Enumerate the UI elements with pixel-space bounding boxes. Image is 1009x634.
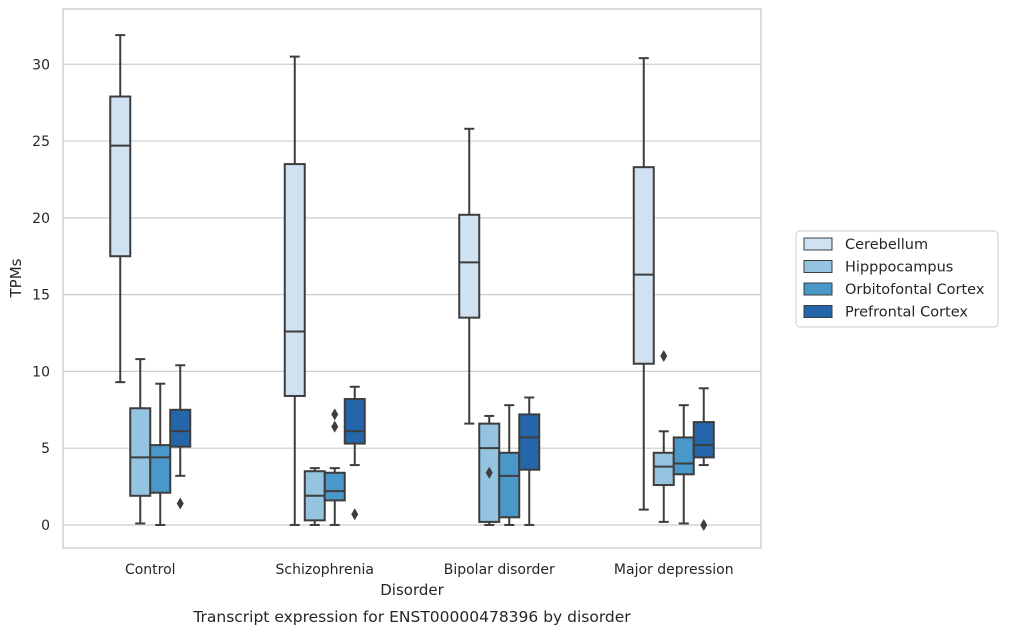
box-hipppocampus bbox=[303, 467, 326, 526]
legend-label: Orbitofontal Cortex bbox=[845, 282, 985, 298]
outlier-point bbox=[331, 408, 339, 421]
x-tick-label: Schizophrenia bbox=[276, 562, 374, 578]
y-tick-label: 10 bbox=[32, 364, 50, 380]
x-tick-label: Bipolar disorder bbox=[444, 562, 555, 578]
legend-swatch bbox=[803, 237, 833, 251]
chart-caption: Transcript expression for ENST0000047839… bbox=[192, 608, 631, 626]
plot-frame bbox=[62, 8, 762, 549]
y-tick-labels: 0 5 10 15 20 25 30 bbox=[32, 57, 50, 534]
box-iqr bbox=[692, 421, 715, 459]
box-iqr bbox=[149, 444, 172, 494]
outlier-point bbox=[485, 466, 493, 479]
legend-label: Hipppocampus bbox=[845, 260, 953, 276]
legend: Cerebellum Hipppocampus Orbitofontal Corte… bbox=[795, 230, 999, 328]
x-axis-label: Disorder bbox=[380, 581, 444, 599]
legend-swatch bbox=[803, 260, 833, 273]
box-prefrontal-cortex bbox=[518, 396, 541, 526]
box-orbitofontal-cortex bbox=[672, 404, 695, 525]
box-prefrontal-cortex bbox=[169, 364, 192, 510]
y-tick-label: 5 bbox=[41, 441, 50, 457]
box-iqr bbox=[169, 408, 192, 448]
box-hipppocampus bbox=[652, 350, 675, 523]
box-cerebellum bbox=[458, 127, 481, 425]
y-tick-label: 20 bbox=[32, 211, 50, 227]
outlier-point bbox=[660, 350, 668, 363]
box-orbitofontal-cortex bbox=[498, 404, 521, 526]
box-iqr bbox=[518, 413, 541, 471]
legend-swatch bbox=[803, 305, 833, 318]
box-iqr bbox=[498, 451, 521, 519]
box-cerebellum bbox=[632, 57, 655, 511]
box-orbitofontal-cortex bbox=[323, 408, 346, 526]
y-tick-label: 15 bbox=[32, 288, 50, 304]
y-axis-label: TPMs bbox=[7, 258, 25, 298]
x-tick-label: Major depression bbox=[614, 562, 734, 578]
y-tick-label: 30 bbox=[32, 57, 50, 73]
box-iqr bbox=[652, 451, 675, 487]
box-hipppocampus bbox=[478, 414, 501, 526]
legend-swatch bbox=[803, 282, 833, 296]
x-tick-label: Control bbox=[125, 562, 176, 578]
box-cerebellum bbox=[283, 55, 306, 526]
legend-label: Cerebellum bbox=[845, 237, 928, 253]
y-tick-label: 0 bbox=[41, 518, 50, 534]
legend-label: Prefrontal Cortex bbox=[845, 305, 968, 321]
box-prefrontal-cortex bbox=[692, 387, 715, 531]
box-iqr bbox=[129, 407, 152, 497]
outlier-point bbox=[176, 497, 184, 510]
legend-frame bbox=[795, 230, 999, 328]
box-orbitofontal-cortex bbox=[149, 382, 172, 526]
box-iqr bbox=[283, 163, 306, 397]
box-hipppocampus bbox=[129, 358, 152, 525]
outlier-point bbox=[331, 420, 339, 433]
box-layer bbox=[109, 34, 715, 531]
box-iqr bbox=[458, 213, 481, 319]
box-prefrontal-cortex bbox=[343, 385, 366, 521]
box-iqr bbox=[672, 436, 695, 476]
y-tick-label: 25 bbox=[32, 134, 50, 150]
box-iqr bbox=[323, 471, 346, 502]
box-iqr bbox=[632, 166, 655, 365]
box-iqr bbox=[109, 95, 132, 258]
outlier-point bbox=[351, 508, 359, 521]
x-tick-labels: Control Schizophrenia Bipolar disorder Majo… bbox=[125, 562, 734, 578]
outlier-point bbox=[700, 518, 708, 531]
box-cerebellum bbox=[109, 34, 132, 384]
legend-items: Cerebellum Hipppocampus Orbitofontal Corte… bbox=[803, 237, 985, 321]
box-iqr bbox=[343, 398, 366, 445]
